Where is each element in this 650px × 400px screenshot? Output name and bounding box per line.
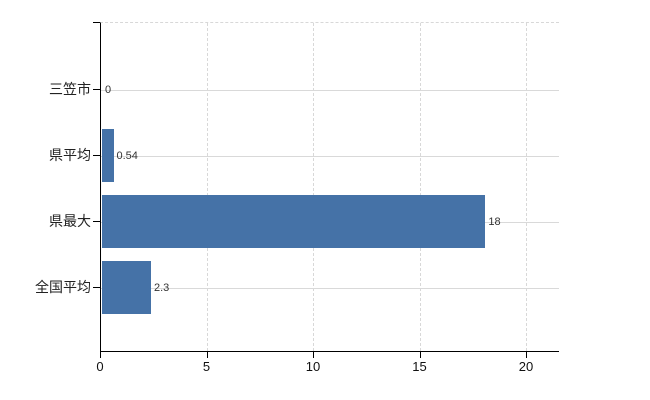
bar [102,129,114,182]
y-axis-tick [93,221,100,222]
bar [102,261,151,314]
category-label: 三笠市 [49,81,91,97]
value-label: 18 [488,216,501,228]
x-axis-tick [526,352,527,358]
category-label: 県最大 [49,213,91,229]
x-axis-tick [206,352,208,358]
x-axis-tick [419,352,421,358]
horizontal-gridline [101,90,559,91]
x-tick-label: 5 [202,359,211,374]
value-label: 2.3 [153,282,170,294]
x-tick-label: 20 [518,359,534,374]
vertical-gridline [206,23,208,351]
vertical-gridline [419,23,421,351]
vertical-gridline [526,23,527,351]
x-tick-label: 10 [305,359,321,374]
y-axis-tick [93,287,100,288]
x-tick-label: 0 [96,359,104,374]
category-label: 県平均 [49,147,91,163]
x-axis-tick [100,352,101,358]
plot-area: 0 0.54 18 2.3 [100,22,559,352]
horizontal-gridline [101,156,559,157]
category-label: 全国平均 [35,279,91,295]
horizontal-gridline [101,288,559,289]
value-label: 0 [105,84,112,96]
y-axis-tick [93,89,100,90]
value-label: 0.54 [116,150,138,162]
x-axis-tick [313,352,314,358]
y-axis-tick [93,155,100,156]
x-tick-label: 15 [412,359,427,374]
vertical-gridline [313,23,314,351]
bar [102,195,486,248]
y-axis-top-tick [93,22,100,23]
